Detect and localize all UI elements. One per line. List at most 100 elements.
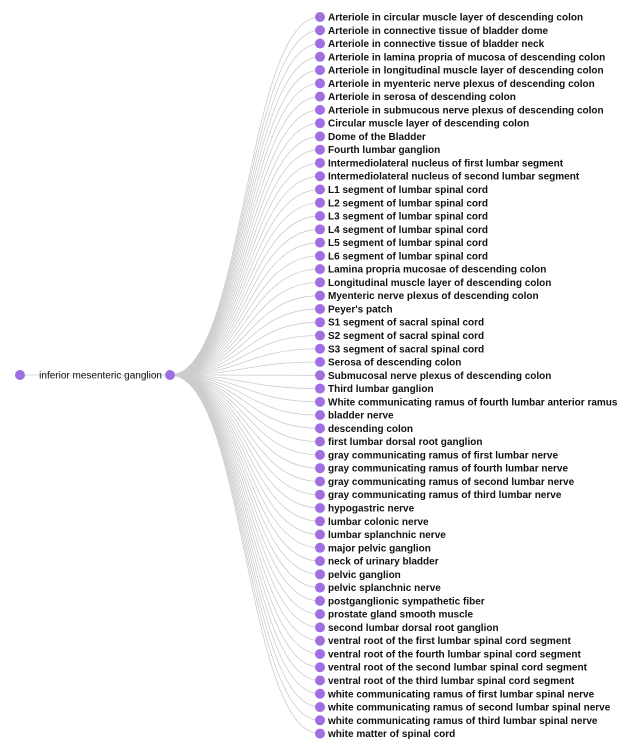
child-node[interactable] xyxy=(315,728,325,739)
child-node[interactable] xyxy=(315,383,325,394)
child-node[interactable] xyxy=(315,197,325,208)
child-node[interactable] xyxy=(315,357,325,368)
child-node-label: Arteriole in circular muscle layer of de… xyxy=(328,13,583,24)
link-parent-child xyxy=(169,149,321,376)
child-node[interactable] xyxy=(315,78,325,89)
child-node[interactable] xyxy=(315,542,325,553)
child-node-label: pelvic ganglion xyxy=(328,570,401,581)
nodes-layer: inferior mesenteric ganglion xyxy=(15,370,175,382)
child-node[interactable] xyxy=(315,662,325,673)
child-node[interactable] xyxy=(315,449,325,460)
child-node-label: White communicating ramus of fourth lumb… xyxy=(328,397,618,408)
root-node[interactable] xyxy=(15,370,25,380)
child-node-label: lumbar splanchnic nerve xyxy=(328,530,446,541)
child-node-label: neck of urinary bladder xyxy=(328,557,439,568)
child-node[interactable] xyxy=(315,277,325,288)
child-node-label: Serosa of descending colon xyxy=(328,358,461,369)
child-node[interactable] xyxy=(315,104,325,115)
child-node[interactable] xyxy=(315,171,325,182)
child-node-label: Arteriole in connective tissue of bladde… xyxy=(328,26,548,37)
child-node[interactable] xyxy=(315,476,325,487)
link-parent-child xyxy=(169,242,321,376)
child-node[interactable] xyxy=(315,489,325,500)
child-node[interactable] xyxy=(315,715,325,726)
link-parent-child xyxy=(169,374,321,708)
child-node[interactable] xyxy=(315,516,325,527)
child-node[interactable] xyxy=(315,396,325,407)
child-node[interactable] xyxy=(315,250,325,261)
child-node-label: hypogastric nerve xyxy=(328,503,415,514)
child-node-label: L5 segment of lumbar spinal cord xyxy=(328,238,488,249)
child-node[interactable] xyxy=(315,556,325,567)
child-node[interactable] xyxy=(315,157,325,168)
link-parent-child xyxy=(169,136,321,376)
child-node-label: gray communicating ramus of fourth lumba… xyxy=(328,464,568,475)
child-node[interactable] xyxy=(315,675,325,686)
child-node[interactable] xyxy=(315,12,325,22)
link-parent-child xyxy=(169,374,321,681)
child-node[interactable] xyxy=(315,502,325,513)
child-node[interactable] xyxy=(315,595,325,606)
child-node-label: Lamina propria mucosae of descending col… xyxy=(328,265,546,276)
child-node-label: gray communicating ramus of first lumbar… xyxy=(328,450,558,461)
child-node-label: Longitudinal muscle layer of descending … xyxy=(328,278,551,289)
child-node[interactable] xyxy=(315,582,325,593)
link-parent-child xyxy=(169,16,321,376)
child-node[interactable] xyxy=(315,688,325,699)
child-node[interactable] xyxy=(315,264,325,275)
child-node[interactable] xyxy=(315,131,325,142)
link-parent-child xyxy=(169,374,321,469)
child-node[interactable] xyxy=(315,463,325,474)
child-node[interactable] xyxy=(315,423,325,434)
child-node[interactable] xyxy=(315,290,325,301)
child-node[interactable] xyxy=(315,237,325,248)
child-node-label: white matter of spinal cord xyxy=(327,729,455,740)
child-node[interactable] xyxy=(315,303,325,314)
child-node[interactable] xyxy=(315,529,325,540)
child-node[interactable] xyxy=(315,184,325,195)
child-node-label: Intermediolateral nucleus of second lumb… xyxy=(328,172,580,183)
child-node[interactable] xyxy=(315,118,325,129)
link-parent-child xyxy=(169,282,321,376)
child-node-label: L2 segment of lumbar spinal cord xyxy=(328,198,488,209)
child-node-label: L6 segment of lumbar spinal cord xyxy=(328,251,488,262)
child-node[interactable] xyxy=(315,569,325,580)
child-node[interactable] xyxy=(315,622,325,633)
link-parent-child xyxy=(169,374,321,535)
child-node[interactable] xyxy=(315,224,325,235)
child-node-label: ventral root of the first lumbar spinal … xyxy=(328,636,571,647)
child-node[interactable] xyxy=(315,648,325,659)
child-node[interactable] xyxy=(315,330,325,341)
link-parent-child xyxy=(169,335,321,376)
child-node[interactable] xyxy=(315,410,325,421)
child-node[interactable] xyxy=(315,51,325,62)
link-parent-child xyxy=(169,162,321,376)
link-parent-child xyxy=(169,348,321,376)
child-node[interactable] xyxy=(315,144,325,155)
child-node-label: Intermediolateral nucleus of first lumba… xyxy=(328,158,564,169)
child-node-label: postganglionic sympathetic fiber xyxy=(328,596,485,607)
child-node[interactable] xyxy=(315,635,325,646)
child-node[interactable] xyxy=(315,343,325,354)
child-node[interactable] xyxy=(315,91,325,102)
child-node-label: descending colon xyxy=(328,424,413,435)
child-node[interactable] xyxy=(315,25,325,36)
child-node-label: gray communicating ramus of second lumba… xyxy=(328,477,575,488)
child-node[interactable] xyxy=(315,211,325,222)
child-node-label: Fourth lumbar ganglion xyxy=(328,145,440,156)
child-node-label: S2 segment of sacral spinal cord xyxy=(328,331,484,342)
child-node[interactable] xyxy=(315,702,325,713)
child-node-label: ventral root of the third lumbar spinal … xyxy=(328,676,575,687)
child-node-label: ventral root of the fourth lumbar spinal… xyxy=(328,649,581,660)
child-node[interactable] xyxy=(315,609,325,620)
child-node-label: Arteriole in serosa of descending colon xyxy=(328,92,516,103)
child-node[interactable] xyxy=(315,65,325,76)
child-node[interactable] xyxy=(315,370,325,381)
link-parent-child xyxy=(169,82,321,376)
child-node[interactable] xyxy=(315,436,325,447)
link-parent-child xyxy=(169,374,321,496)
child-node[interactable] xyxy=(315,38,325,49)
child-node[interactable] xyxy=(315,317,325,328)
child-node-label: gray communicating ramus of third lumbar… xyxy=(328,490,562,501)
parent-node[interactable] xyxy=(165,370,175,380)
